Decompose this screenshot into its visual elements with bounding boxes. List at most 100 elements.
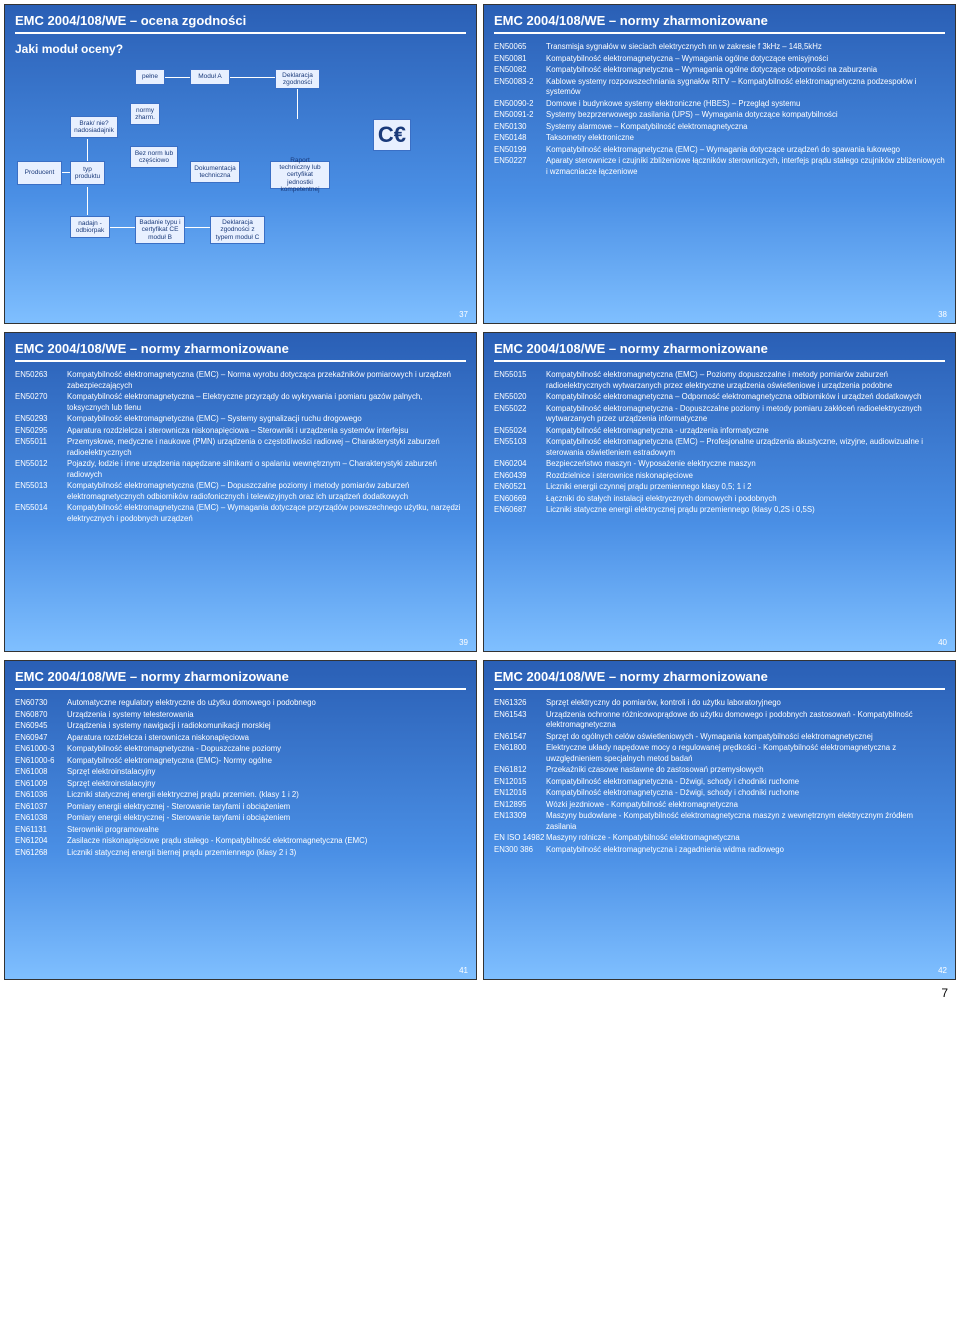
slide-40: EMC 2004/108/WE – normy zharmonizowane E… — [483, 332, 956, 652]
standard-row: EN61038Pomiary energii elektrycznej - St… — [15, 813, 466, 824]
standard-desc: Kompatybilność elektromagnetyczna (EMC) … — [67, 503, 466, 524]
slide-title: EMC 2004/108/WE – normy zharmonizowane — [15, 341, 466, 362]
standard-row: EN60945Urządzenia i systemy nawigacji i … — [15, 721, 466, 732]
box-pelne: pełne — [135, 69, 165, 85]
slide-38: EMC 2004/108/WE – normy zharmonizowane E… — [483, 4, 956, 324]
standard-row: EN61037Pomiary energii elektrycznej - St… — [15, 802, 466, 813]
standard-row: EN60687Liczniki statyczne energii elektr… — [494, 505, 945, 516]
page-number: 7 — [4, 986, 956, 1000]
standard-desc: Domowe i budynkowe systemy elektroniczne… — [546, 99, 945, 110]
standard-desc: Urządzenia i systemy nawigacji i radioko… — [67, 721, 466, 732]
standard-code: EN50293 — [15, 414, 67, 425]
standard-row: EN50263Kompatybilność elektromagnetyczna… — [15, 370, 466, 391]
standard-desc: Maszyny budowlane - Kompatybilność elekt… — [546, 811, 945, 832]
standard-row: EN61326Sprzęt elektryczny do pomiarów, k… — [494, 698, 945, 709]
standard-desc: Aparatura rozdzielcza i sterownicza nisk… — [67, 426, 466, 437]
standard-desc: Kompatybilność elektromagnetyczna - Dźwi… — [546, 788, 945, 799]
standard-desc: Zasilacze niskonapięciowe prądu stałego … — [67, 836, 466, 847]
standard-code: EN60730 — [15, 698, 67, 709]
standards-list: EN60730Automatyczne regulatory elektrycz… — [15, 698, 466, 858]
standards-list: EN50065Transmisja sygnałów w sieciach el… — [494, 42, 945, 177]
box-nadajn: nadajn - odbiorpak — [70, 216, 110, 238]
standard-code: EN55024 — [494, 426, 546, 437]
standard-code: EN50227 — [494, 156, 546, 177]
standard-desc: Taksometry elektroniczne — [546, 133, 945, 144]
standard-desc: Maszyny rolnicze - Kompatybilność elektr… — [546, 833, 945, 844]
standard-desc: Systemy alarmowe – Kompatybilność elektr… — [546, 122, 945, 133]
standard-code: EN55011 — [15, 437, 67, 458]
standard-desc: Przemysłowe, medyczne i naukowe (PMN) ur… — [67, 437, 466, 458]
standard-desc: Sprzęt elektroinstalacyjny — [67, 779, 466, 790]
standard-desc: Urządzenia ochronne różnicowoprądowe do … — [546, 710, 945, 731]
standard-row: EN61008Sprzęt elektroinstalacyjny — [15, 767, 466, 778]
box-producent: Producent — [17, 161, 62, 185]
standard-desc: Liczniki statycznej energii elektrycznej… — [67, 790, 466, 801]
standard-desc: Kompatybilność elektromagnetyczna i zaga… — [546, 845, 945, 856]
standard-code: EN50295 — [15, 426, 67, 437]
standard-row: EN ISO 14982Maszyny rolnicze - Kompatybi… — [494, 833, 945, 844]
standard-row: EN50130Systemy alarmowe – Kompatybilność… — [494, 122, 945, 133]
standard-row: EN12895Wózki jezdniowe - Kompatybilność … — [494, 800, 945, 811]
standard-row: EN61000-3Kompatybilność elektromagnetycz… — [15, 744, 466, 755]
box-brak-nadaj: Brak/ nie? nadosiadajnik — [70, 116, 118, 138]
standard-row: EN50090-2Domowe i budynkowe systemy elek… — [494, 99, 945, 110]
standard-desc: Kompatybilność elektromagnetyczna - Dopu… — [546, 404, 945, 425]
slide-title: EMC 2004/108/WE – ocena zgodności — [15, 13, 466, 34]
standard-desc: Pomiary energii elektrycznej - Sterowani… — [67, 802, 466, 813]
standard-row: EN50293Kompatybilność elektromagnetyczna… — [15, 414, 466, 425]
standard-code: EN61036 — [15, 790, 67, 801]
standard-row: EN50270Kompatybilność elektromagnetyczna… — [15, 392, 466, 413]
standard-code: EN61038 — [15, 813, 67, 824]
slide-number: 40 — [938, 638, 947, 647]
standard-code: EN55012 — [15, 459, 67, 480]
standard-row: EN50081Kompatybilność elektromagnetyczna… — [494, 54, 945, 65]
standard-code: EN60687 — [494, 505, 546, 516]
standard-code: EN60204 — [494, 459, 546, 470]
standard-desc: Sprzęt elektroinstalacyjny — [67, 767, 466, 778]
standard-desc: Sterowniki programowalne — [67, 825, 466, 836]
standard-desc: Łączniki do stałych instalacji elektrycz… — [546, 494, 945, 505]
slide-42: EMC 2004/108/WE – normy zharmonizowane E… — [483, 660, 956, 980]
box-typ-prod: typ produktu — [70, 161, 105, 185]
standard-desc: Pomiary energii elektrycznej - Sterowani… — [67, 813, 466, 824]
box-modul-a: Moduł A — [190, 69, 230, 85]
standard-desc: Kompatybilność elektromagnetyczna (EMC)-… — [67, 756, 466, 767]
standard-code: EN61000-3 — [15, 744, 67, 755]
standard-row: EN60730Automatyczne regulatory elektrycz… — [15, 698, 466, 709]
slide-title: EMC 2004/108/WE – normy zharmonizowane — [494, 13, 945, 34]
box-dekl-zgod: Deklaracja zgodności — [275, 69, 320, 89]
standard-desc: Kompatybilność elektromagnetyczna (EMC) … — [67, 370, 466, 391]
standard-row: EN50091-2Systemy bezprzerwowego zasilani… — [494, 110, 945, 121]
slide-number: 37 — [459, 310, 468, 319]
standards-list: EN55015Kompatybilność elektromagnetyczna… — [494, 370, 945, 516]
standard-desc: Kompatybilność elektromagnetyczna (EMC) … — [67, 481, 466, 502]
slide-title: EMC 2004/108/WE – normy zharmonizowane — [494, 669, 945, 690]
standard-desc: Elektryczne układy napędowe mocy o regul… — [546, 743, 945, 764]
standard-row: EN55024Kompatybilność elektromagnetyczna… — [494, 426, 945, 437]
standard-code: EN61037 — [15, 802, 67, 813]
standard-row: EN61036Liczniki statycznej energii elekt… — [15, 790, 466, 801]
box-bez-norm: Bez norm lub częściowo — [130, 146, 178, 168]
standard-row: EN50083-2Kablowe systemy rozpowszechnian… — [494, 77, 945, 98]
standard-row: EN55012Pojazdy, łodzie i inne urządzenia… — [15, 459, 466, 480]
slide-subtitle: Jaki moduł oceny? — [15, 42, 466, 56]
standard-row: EN60947Aparatura rozdzielcza i sterownic… — [15, 733, 466, 744]
standard-row: EN61812Przekaźniki czasowe nastawne do z… — [494, 765, 945, 776]
standard-desc: Sprzęt do ogólnych celów oświetleniowych… — [546, 732, 945, 743]
standard-row: EN50148Taksometry elektroniczne — [494, 133, 945, 144]
standard-row: EN50227Aparaty sterownicze i czujniki zb… — [494, 156, 945, 177]
slide-37: EMC 2004/108/WE – ocena zgodności Jaki m… — [4, 4, 477, 324]
slide-number: 39 — [459, 638, 468, 647]
standard-row: EN12016Kompatybilność elektromagnetyczna… — [494, 788, 945, 799]
standard-code: EN60945 — [15, 721, 67, 732]
standard-desc: Przekaźniki czasowe nastawne do zastosow… — [546, 765, 945, 776]
standard-desc: Automatyczne regulatory elektryczne do u… — [67, 698, 466, 709]
standard-code: EN61800 — [494, 743, 546, 764]
standard-code: EN60669 — [494, 494, 546, 505]
standard-row: EN61547Sprzęt do ogólnych celów oświetle… — [494, 732, 945, 743]
standard-row: EN50065Transmisja sygnałów w sieciach el… — [494, 42, 945, 53]
standard-code: EN60521 — [494, 482, 546, 493]
standard-code: EN61543 — [494, 710, 546, 731]
standard-desc: Kompatybilność elektromagnetyczna - Dźwi… — [546, 777, 945, 788]
standard-row: EN13309Maszyny budowlane - Kompatybilnoś… — [494, 811, 945, 832]
